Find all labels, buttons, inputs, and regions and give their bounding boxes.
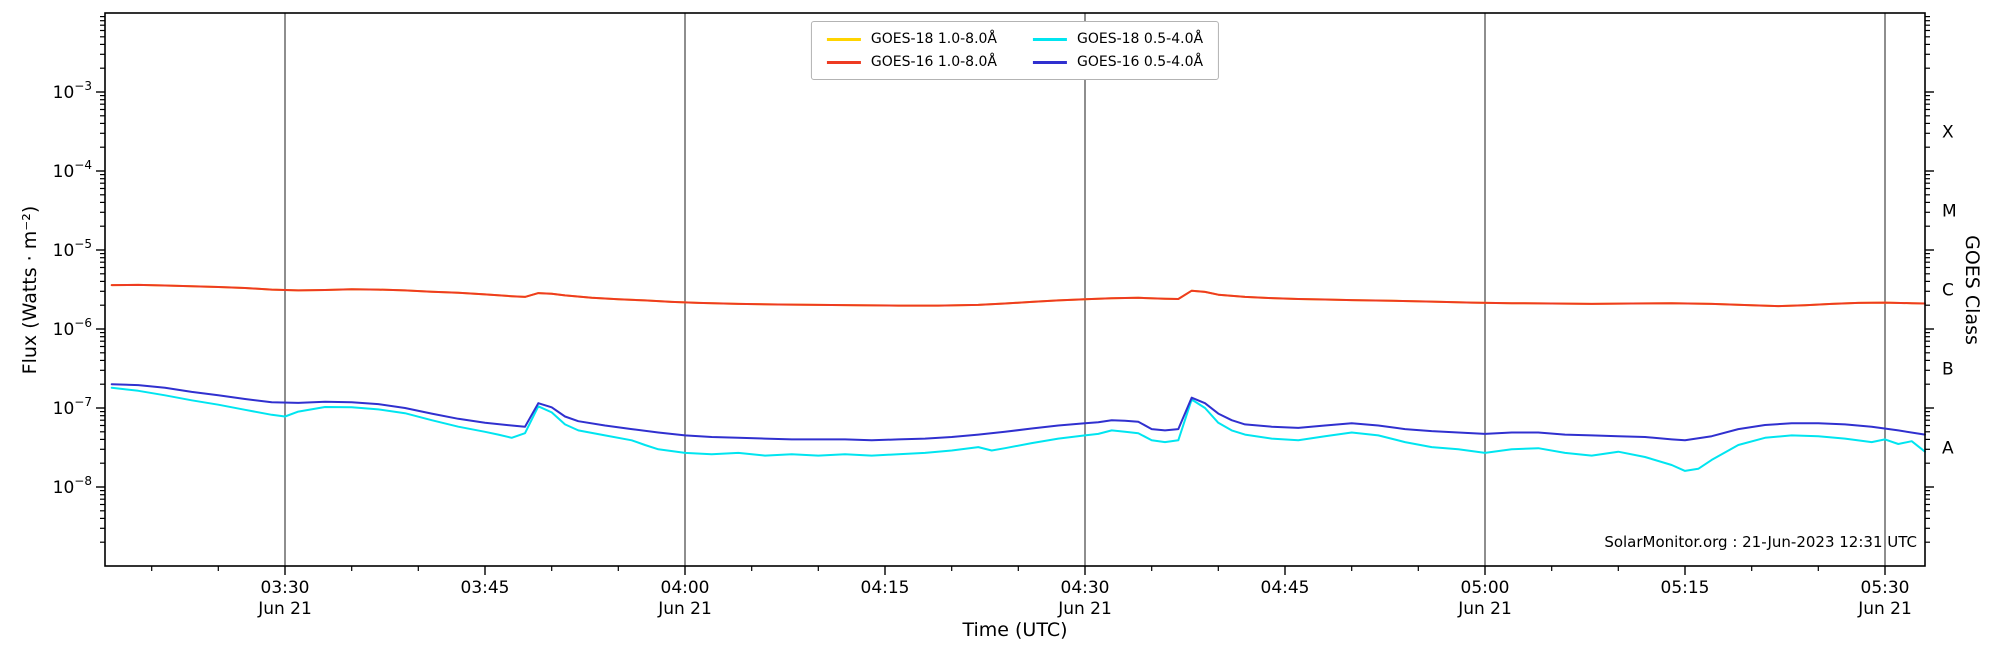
goes16-long-line	[110, 283, 1926, 308]
goes-class-label-m: M	[1942, 202, 1957, 222]
source-annotation: SolarMonitor.org : 21-Jun-2023 12:31 UTC	[1604, 533, 1917, 551]
x-tick-label: 05:30	[1861, 578, 1910, 598]
legend-swatch-goes18-long	[826, 37, 861, 41]
legend-item-goes18-short: GOES-18 0.5-4.0Å	[1033, 31, 1203, 47]
x-tick-label: 04:30	[1061, 578, 1110, 598]
goes-class-label-a: A	[1942, 439, 1954, 459]
legend-label: GOES-16 0.5-4.0Å	[1077, 54, 1204, 70]
y-tick-label: 10−8	[53, 474, 92, 498]
x-tick-date-label: Jun 21	[1057, 599, 1112, 619]
legend-swatch-goes16-short	[1033, 60, 1067, 64]
y-tick-label: 10−3	[53, 79, 92, 103]
x-tick-label: 03:45	[461, 578, 510, 598]
y-tick-label: 10−6	[53, 316, 92, 340]
legend-item-goes18-long: GOES-18 1.0-8.0Å	[826, 31, 997, 47]
legend-item-goes16-short: GOES-16 0.5-4.0Å	[1033, 54, 1203, 70]
legend-label: GOES-16 1.0-8.0Å	[870, 54, 997, 70]
plot-frame	[104, 12, 1926, 567]
legend: GOES-18 1.0-8.0Å GOES-16 1.0-8.0Å GOES-1…	[810, 21, 1220, 80]
y-tick-label: 10−5	[53, 237, 92, 261]
y-axis-label: Flux (Watts · m⁻²)	[19, 205, 41, 375]
x-tick-label: 03:30	[261, 578, 310, 598]
goes18-short-line	[110, 386, 1926, 472]
x-tick-label: 05:00	[1461, 578, 1510, 598]
goes-class-label-c: C	[1942, 281, 1954, 301]
x-tick-date-label: Jun 21	[257, 599, 312, 619]
x-tick-label: 05:15	[1661, 578, 1710, 598]
y-tick-label: 10−4	[53, 158, 92, 182]
x-tick-label: 04:00	[661, 578, 710, 598]
legend-swatch-goes18-short	[1033, 37, 1067, 41]
x-tick-date-label: Jun 21	[1857, 599, 1912, 619]
x-tick-label: 04:15	[861, 578, 910, 598]
right-axis-label: GOES Class	[1961, 235, 1983, 345]
goes16-short-line	[110, 383, 1926, 442]
legend-label: GOES-18 0.5-4.0Å	[1077, 31, 1204, 47]
goes-class-label-b: B	[1942, 360, 1954, 380]
x-axis-label: Time (UTC)	[962, 619, 1068, 641]
goes-class-label-x: X	[1942, 123, 1954, 143]
legend-item-goes16-long: GOES-16 1.0-8.0Å	[826, 54, 997, 70]
y-tick-label: 10−7	[53, 395, 92, 419]
x-tick-date-label: Jun 21	[657, 599, 712, 619]
x-tick-date-label: Jun 21	[1457, 599, 1512, 619]
legend-label: GOES-18 1.0-8.0Å	[870, 31, 997, 47]
x-tick-label: 04:45	[1261, 578, 1310, 598]
legend-swatch-goes16-long	[826, 60, 861, 64]
